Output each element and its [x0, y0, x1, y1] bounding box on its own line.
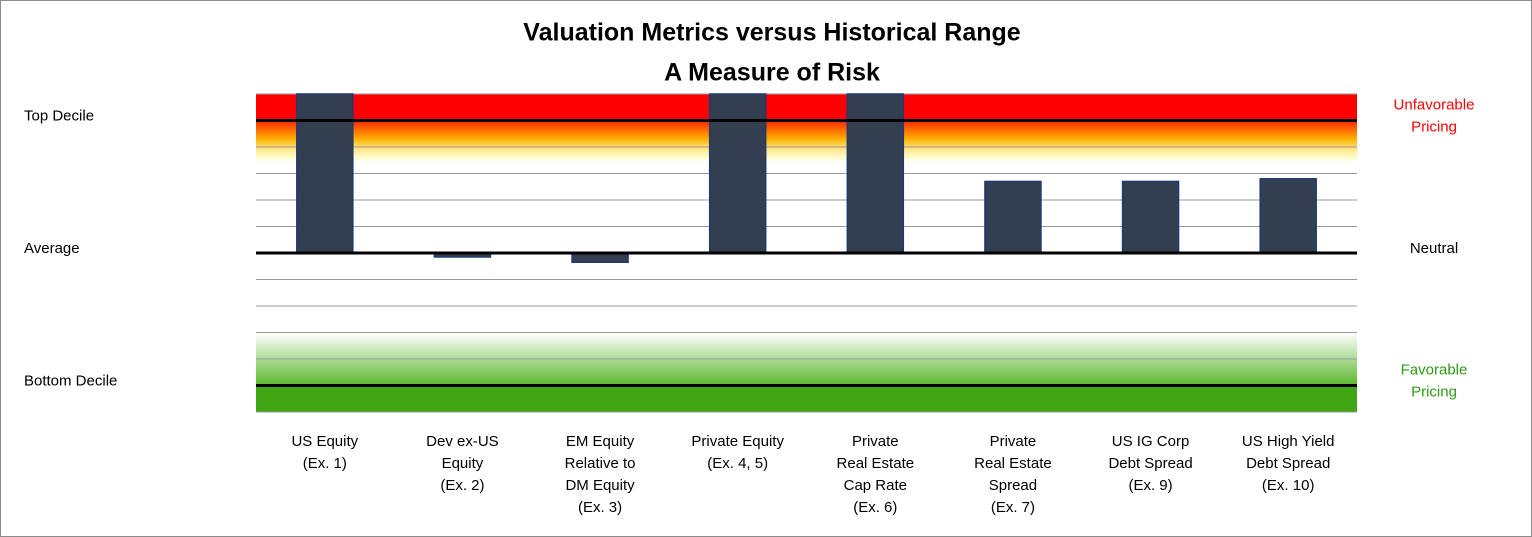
x-tick-label: US High Yield Debt Spread (Ex. 10)	[1242, 433, 1335, 494]
x-tick-line: (Ex. 10)	[1262, 477, 1315, 494]
x-tick-label: US IG Corp Debt Spread (Ex. 9)	[1108, 433, 1192, 494]
x-tick-line: Debt Spread	[1108, 455, 1192, 472]
x-tick-line: US High Yield	[1242, 433, 1335, 450]
x-tick-line: US Equity	[291, 433, 358, 450]
x-tick-line: EM Equity	[566, 433, 635, 450]
x-tick-line: Equity	[442, 455, 484, 472]
bottom-band	[256, 385, 1357, 412]
y-tick-label: Top Decile	[24, 107, 94, 124]
chart-title: Valuation Metrics versus Historical Rang…	[523, 19, 1020, 47]
x-tick-line: Debt Spread	[1246, 455, 1330, 472]
y-tick-label: Average	[24, 240, 80, 257]
y2-tick-line: Pricing	[1411, 383, 1457, 400]
x-tick-line: (Ex. 1)	[303, 455, 347, 472]
x-tick-label: Dev ex-US Equity (Ex. 2)	[426, 433, 499, 494]
x-tick-line: Real Estate	[974, 455, 1052, 472]
x-tick-label: EM Equity Relative to DM Equity (Ex. 3)	[565, 433, 636, 516]
x-tick-line: DM Equity	[565, 477, 635, 494]
x-tick-line: (Ex. 6)	[853, 499, 897, 516]
x-tick-line: (Ex. 7)	[991, 499, 1035, 516]
y2-tick-line: Neutral	[1410, 240, 1458, 257]
x-tick-label: Private Equity (Ex. 4, 5)	[691, 433, 784, 472]
y2-tick-label: Favorable Pricing	[1401, 361, 1468, 400]
y2-tick-line: Favorable	[1401, 361, 1468, 378]
y2-tick-label: Neutral	[1410, 240, 1458, 257]
x-tick-line: Relative to	[565, 455, 636, 472]
x-tick-line: (Ex. 9)	[1128, 477, 1172, 494]
x-tick-line: (Ex. 4, 5)	[707, 455, 768, 472]
bar	[984, 180, 1042, 254]
top-gradient	[256, 121, 1357, 161]
x-tick-line: (Ex. 3)	[578, 499, 622, 516]
bar	[846, 93, 905, 254]
x-tick-line: Real Estate	[837, 455, 915, 472]
bar	[708, 93, 767, 254]
x-tick-line: Spread	[989, 477, 1037, 494]
bar	[1121, 180, 1180, 254]
x-tick-label: Private Real Estate Spread (Ex. 7)	[974, 433, 1052, 516]
x-tick-line: US IG Corp	[1112, 433, 1190, 450]
x-tick-line: Cap Rate	[844, 477, 907, 494]
bar	[1259, 178, 1317, 254]
x-tick-line: Private Equity	[691, 433, 784, 450]
x-tick-line: Dev ex-US	[426, 433, 499, 450]
x-tick-label: US Equity (Ex. 1)	[291, 433, 358, 472]
x-tick-line: (Ex. 2)	[440, 477, 484, 494]
top-band	[256, 94, 1357, 121]
x-tick-line: Private	[990, 433, 1037, 450]
y-tick-label: Bottom Decile	[24, 372, 117, 389]
x-tick-line: Private	[852, 433, 899, 450]
y2-tick-line: Pricing	[1411, 118, 1457, 135]
x-tick-label: Private Real Estate Cap Rate (Ex. 6)	[837, 433, 915, 516]
chart-subtitle: A Measure of Risk	[664, 59, 880, 87]
bar	[296, 93, 354, 254]
y2-tick-line: Unfavorable	[1394, 96, 1475, 113]
y2-tick-label: Unfavorable Pricing	[1394, 96, 1475, 135]
